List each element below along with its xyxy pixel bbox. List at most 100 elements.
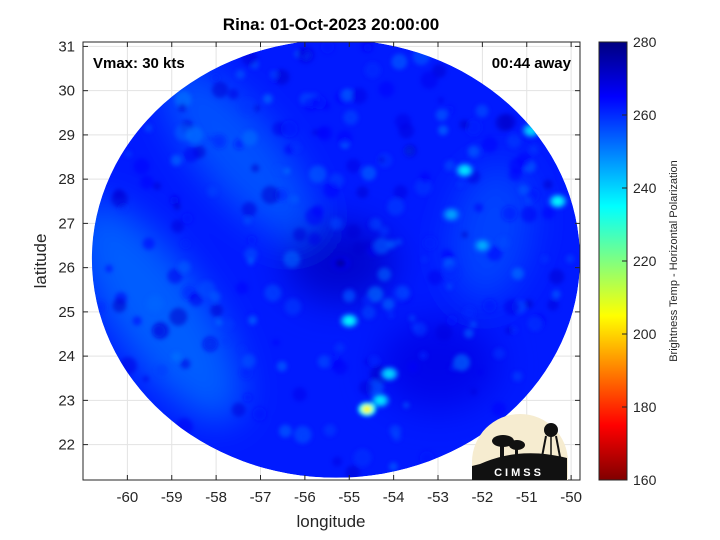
speckle <box>169 194 181 206</box>
x-tick-label: -51 <box>516 489 538 506</box>
speckle <box>413 322 427 336</box>
speckle <box>211 73 220 82</box>
speckle <box>235 69 246 80</box>
speckle <box>501 205 518 222</box>
speckle <box>142 237 155 250</box>
speckle <box>395 238 403 246</box>
speckle <box>407 361 419 373</box>
y-axis-label: latitude <box>31 234 50 289</box>
speckle <box>207 186 218 197</box>
speckle <box>395 113 412 130</box>
plot-frame <box>82 41 581 481</box>
speckle <box>526 188 540 202</box>
speckle <box>174 91 192 108</box>
speckle <box>167 268 183 284</box>
x-tick-label: -60 <box>117 489 139 506</box>
speckle <box>360 42 374 53</box>
speckle <box>520 206 537 223</box>
speckle <box>144 124 153 132</box>
feature-point <box>335 259 346 268</box>
speckle <box>369 218 382 231</box>
speckle <box>438 125 449 136</box>
speckle <box>427 270 443 286</box>
speckle <box>111 190 129 208</box>
speckle <box>239 98 256 115</box>
speckle <box>202 336 219 352</box>
speckle <box>435 109 448 121</box>
speckle <box>420 71 439 89</box>
y-tick-label: 24 <box>58 348 75 365</box>
texture-band <box>378 319 498 410</box>
speckle <box>343 110 359 125</box>
speckle <box>518 184 530 196</box>
speckle <box>112 298 127 313</box>
speckle <box>391 53 408 70</box>
speckle <box>393 185 408 200</box>
speckle <box>169 307 188 326</box>
feature-point <box>552 197 563 206</box>
speckle <box>361 305 376 320</box>
x-tick-label: -56 <box>294 489 316 506</box>
speckle <box>414 178 432 196</box>
speckle <box>171 219 185 233</box>
speckle <box>565 254 575 264</box>
speckle <box>364 62 381 79</box>
speckle <box>419 172 431 184</box>
speckle <box>551 289 561 299</box>
y-tick-label: 31 <box>58 38 75 55</box>
x-axis-ticks: -60 -59 -58 -57 -56 -55 -54 -53 -52 -51 -50 <box>117 42 582 506</box>
speckle <box>404 144 417 157</box>
speckle <box>505 326 513 335</box>
x-tick-label: -50 <box>560 489 582 506</box>
time-offset-annotation: 00:44 away <box>492 55 572 72</box>
speckle <box>449 365 456 372</box>
speckle <box>442 263 460 281</box>
speckle <box>241 354 256 368</box>
speckle <box>284 298 302 316</box>
y-tick-label: 23 <box>58 392 75 409</box>
speckle <box>171 352 181 362</box>
speckle <box>543 179 553 190</box>
speckle <box>243 393 253 402</box>
speckle <box>389 462 398 472</box>
speckle <box>437 97 444 104</box>
speckle <box>125 150 132 158</box>
speckle <box>423 236 437 250</box>
speckle <box>475 104 489 118</box>
speckle <box>467 145 479 157</box>
speckle <box>453 354 471 371</box>
speckle <box>244 248 258 262</box>
speckle <box>378 156 386 164</box>
speckle <box>528 316 543 331</box>
speckle <box>240 366 252 379</box>
speckle <box>185 126 203 144</box>
speckle <box>235 282 249 295</box>
speckle <box>361 165 377 181</box>
colorbar-tick-label: 260 <box>633 107 657 123</box>
speckle <box>362 240 372 250</box>
speckle <box>389 425 401 437</box>
speckle <box>280 120 299 138</box>
speckle <box>181 239 191 249</box>
speckle <box>242 130 258 146</box>
speckle <box>252 407 267 421</box>
speckle <box>247 258 255 265</box>
speckle <box>486 245 503 261</box>
speckle <box>178 261 191 273</box>
speckle <box>207 135 214 142</box>
speckle <box>292 387 307 402</box>
speckle <box>182 213 193 224</box>
speckle <box>446 315 458 326</box>
speckle <box>511 267 524 280</box>
speckle <box>387 311 395 319</box>
speckle <box>465 119 482 136</box>
speckle <box>474 203 484 213</box>
speckle <box>276 361 288 372</box>
speckle <box>263 94 273 104</box>
colorbar-tick-label: 200 <box>633 326 657 342</box>
speckle <box>541 206 555 220</box>
speckle <box>222 318 234 330</box>
x-tick-label: -57 <box>250 489 272 506</box>
speckle <box>272 339 280 346</box>
speckle <box>334 342 345 353</box>
